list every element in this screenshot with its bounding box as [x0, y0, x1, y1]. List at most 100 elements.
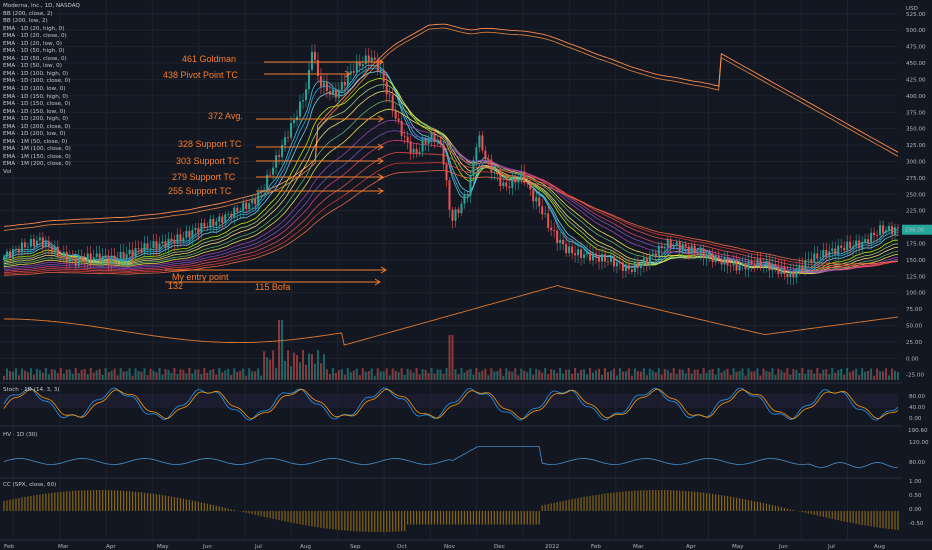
candle-body[interactable]: [475, 147, 478, 161]
candle-body[interactable]: [759, 259, 762, 268]
candle-body[interactable]: [218, 216, 221, 222]
candle-body[interactable]: [200, 222, 203, 233]
candle-body[interactable]: [322, 82, 325, 87]
legend-item[interactable]: EMA · 1D (50, low, 0): [3, 63, 62, 70]
candle-body[interactable]: [194, 227, 197, 230]
candle-body[interactable]: [666, 239, 669, 247]
candle-body[interactable]: [466, 194, 469, 196]
candle-body[interactable]: [89, 253, 92, 261]
candle-body[interactable]: [798, 265, 801, 271]
candle-body[interactable]: [316, 60, 319, 76]
candle-body[interactable]: [603, 254, 606, 262]
candle-body[interactable]: [215, 221, 218, 226]
candle-body[interactable]: [421, 139, 424, 152]
candle-body[interactable]: [167, 238, 170, 248]
candle-body[interactable]: [14, 249, 17, 250]
candle-body[interactable]: [771, 264, 774, 271]
candle-body[interactable]: [894, 227, 897, 235]
candle-body[interactable]: [185, 230, 188, 238]
candle-body[interactable]: [155, 241, 158, 250]
candle-body[interactable]: [487, 159, 490, 161]
candle-body[interactable]: [762, 265, 765, 268]
legend-item[interactable]: EMA · 1D (20, low, 0): [3, 40, 62, 47]
candle-body[interactable]: [86, 253, 89, 262]
candle-body[interactable]: [281, 145, 284, 157]
candle-body[interactable]: [813, 253, 816, 263]
candle-body[interactable]: [430, 132, 433, 140]
candle-body[interactable]: [642, 258, 645, 265]
candle-body[interactable]: [699, 248, 702, 255]
candle-body[interactable]: [693, 245, 696, 253]
candle-body[interactable]: [296, 116, 299, 121]
candle-body[interactable]: [586, 252, 589, 255]
candle-body[interactable]: [325, 82, 328, 92]
candle-body[interactable]: [606, 261, 609, 263]
candle-body[interactable]: [170, 238, 173, 242]
candle-body[interactable]: [301, 100, 304, 102]
candle-body[interactable]: [197, 227, 200, 233]
candle-body[interactable]: [583, 254, 586, 258]
candle-body[interactable]: [517, 178, 520, 183]
candle-body[interactable]: [206, 226, 209, 228]
candle-body[interactable]: [376, 59, 379, 72]
candle-body[interactable]: [891, 226, 894, 235]
candle-body[interactable]: [756, 259, 759, 267]
candle-body[interactable]: [819, 257, 822, 259]
candle-body[interactable]: [364, 55, 367, 65]
candle-body[interactable]: [556, 230, 559, 244]
candle-body[interactable]: [122, 251, 125, 259]
candle-body[interactable]: [738, 264, 741, 271]
candle-body[interactable]: [828, 251, 831, 258]
candle-body[interactable]: [221, 216, 224, 224]
candle-body[interactable]: [182, 237, 185, 241]
candle-body[interactable]: [831, 248, 834, 252]
candle-body[interactable]: [331, 89, 334, 95]
candle-body[interactable]: [720, 259, 723, 265]
candle-body[interactable]: [77, 256, 80, 266]
candle-body[interactable]: [855, 240, 858, 247]
candle-body[interactable]: [789, 271, 792, 277]
candle-body[interactable]: [568, 246, 571, 254]
candle-body[interactable]: [589, 252, 592, 261]
candle-body[interactable]: [361, 64, 364, 67]
candle-body[interactable]: [544, 213, 547, 215]
candle-body[interactable]: [879, 225, 882, 236]
candle-body[interactable]: [774, 264, 777, 267]
candle-body[interactable]: [852, 246, 855, 249]
candle-body[interactable]: [463, 194, 466, 204]
candle-body[interactable]: [134, 248, 137, 257]
candle-body[interactable]: [744, 263, 747, 270]
candle-body[interactable]: [137, 248, 140, 250]
candle-body[interactable]: [837, 245, 840, 255]
candle-body[interactable]: [496, 171, 499, 175]
candle-body[interactable]: [600, 254, 603, 262]
candle-body[interactable]: [319, 75, 322, 87]
candle-body[interactable]: [514, 177, 517, 183]
candle-body[interactable]: [203, 222, 206, 227]
legend-item[interactable]: EMA · 1D (100, close, 0): [3, 78, 71, 85]
candle-body[interactable]: [424, 139, 427, 144]
legend-item[interactable]: EMA · 1D (200, high, 0): [3, 116, 69, 123]
candle-body[interactable]: [284, 137, 287, 146]
candle-body[interactable]: [152, 241, 155, 248]
candle-body[interactable]: [143, 243, 146, 253]
candle-body[interactable]: [598, 256, 601, 262]
candle-body[interactable]: [867, 239, 870, 244]
candle-body[interactable]: [304, 89, 307, 101]
candle-body[interactable]: [648, 256, 651, 265]
candle-body[interactable]: [278, 155, 281, 158]
candle-body[interactable]: [834, 248, 837, 255]
legend-item[interactable]: EMA · 1D (50, close, 0): [3, 55, 67, 62]
candle-body[interactable]: [840, 245, 843, 248]
candle-body[interactable]: [47, 241, 50, 247]
candle-body[interactable]: [32, 239, 35, 247]
candle-body[interactable]: [651, 253, 654, 257]
candle-body[interactable]: [328, 91, 331, 95]
candle-body[interactable]: [481, 135, 484, 151]
candle-body[interactable]: [612, 256, 615, 267]
legend-item[interactable]: EMA · 1D (100, high, 0): [3, 70, 69, 77]
candle-body[interactable]: [768, 261, 771, 271]
candle-body[interactable]: [35, 240, 38, 247]
legend-item[interactable]: EMA · 1D (50, high, 0): [3, 48, 65, 55]
